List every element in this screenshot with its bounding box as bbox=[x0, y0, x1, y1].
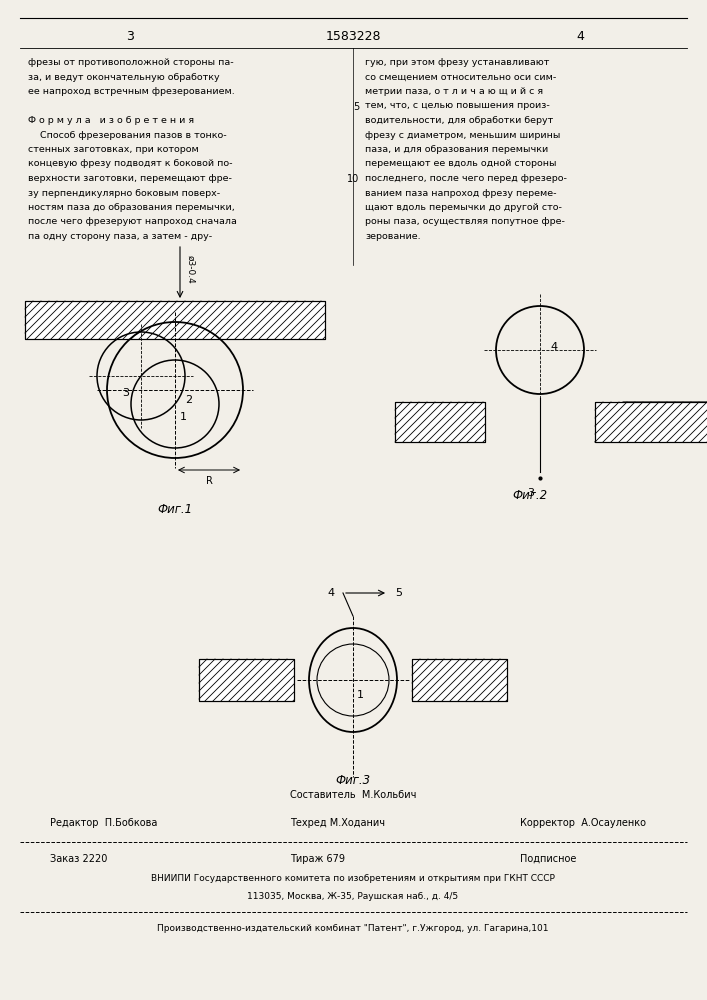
Text: верхности заготовки, перемещают фре-: верхности заготовки, перемещают фре- bbox=[28, 174, 232, 183]
Bar bbox=[199, 659, 294, 701]
Text: зерование.: зерование. bbox=[365, 232, 421, 241]
Text: Ф о р м у л а   и з о б р е т е н и я: Ф о р м у л а и з о б р е т е н и я bbox=[28, 116, 194, 125]
Bar bbox=[412, 659, 507, 701]
Bar bbox=[595, 402, 707, 442]
Text: 3: 3 bbox=[126, 30, 134, 43]
Bar bbox=[395, 402, 485, 442]
Text: Заказ 2220: Заказ 2220 bbox=[50, 854, 107, 864]
Text: роны паза, осуществляя попутное фре-: роны паза, осуществляя попутное фре- bbox=[365, 218, 565, 227]
Bar bbox=[412, 659, 507, 701]
Text: за, и ведут окончательную обработку: за, и ведут окончательную обработку bbox=[28, 73, 220, 82]
Text: метрии паза, о т л и ч а ю щ и й с я: метрии паза, о т л и ч а ю щ и й с я bbox=[365, 87, 543, 96]
Text: 113035, Москва, Ж-35, Раушская наб., д. 4/5: 113035, Москва, Ж-35, Раушская наб., д. … bbox=[247, 892, 459, 901]
Text: R: R bbox=[206, 476, 212, 486]
Text: 1583228: 1583228 bbox=[325, 30, 381, 43]
Bar bbox=[595, 402, 707, 442]
Text: 1: 1 bbox=[357, 690, 364, 700]
Text: зу перпендикулярно боковым поверх-: зу перпендикулярно боковым поверх- bbox=[28, 188, 220, 198]
Text: паза, и для образования перемычки: паза, и для образования перемычки bbox=[365, 145, 548, 154]
Text: фрезу с диаметром, меньшим ширины: фрезу с диаметром, меньшим ширины bbox=[365, 130, 561, 139]
Text: па одну сторону паза, а затем - дру-: па одну сторону паза, а затем - дру- bbox=[28, 232, 212, 241]
Text: Тираж 679: Тираж 679 bbox=[290, 854, 345, 864]
Text: Фиг.2: Фиг.2 bbox=[513, 489, 547, 502]
Text: фрезы от противоположной стороны па-: фрезы от противоположной стороны па- bbox=[28, 58, 233, 67]
Text: после чего фрезеруют напроход сначала: после чего фрезеруют напроход сначала bbox=[28, 218, 237, 227]
Text: 4: 4 bbox=[328, 588, 335, 598]
Text: 5: 5 bbox=[353, 102, 359, 111]
Text: 3: 3 bbox=[527, 488, 534, 498]
Text: Составитель  М.Кольбич: Составитель М.Кольбич bbox=[290, 790, 416, 800]
Text: ванием паза напроход фрезу переме-: ванием паза напроход фрезу переме- bbox=[365, 188, 556, 198]
Text: щают вдоль перемычки до другой сто-: щают вдоль перемычки до другой сто- bbox=[365, 203, 562, 212]
Text: Фиг.3: Фиг.3 bbox=[335, 774, 370, 787]
Text: последнего, после чего перед фрезеро-: последнего, после чего перед фрезеро- bbox=[365, 174, 567, 183]
Text: Редактор  П.Бобкова: Редактор П.Бобкова bbox=[50, 818, 158, 828]
Text: стенных заготовках, при котором: стенных заготовках, при котором bbox=[28, 145, 199, 154]
Text: ВНИИПИ Государственного комитета по изобретениям и открытиям при ГКНТ СССР: ВНИИПИ Государственного комитета по изоб… bbox=[151, 874, 555, 883]
Bar bbox=[25, 301, 325, 339]
Bar bbox=[395, 402, 485, 442]
Text: концевую фрезу подводят к боковой по-: концевую фрезу подводят к боковой по- bbox=[28, 159, 233, 168]
Text: гую, при этом фрезу устанавливают: гую, при этом фрезу устанавливают bbox=[365, 58, 549, 67]
Text: 10: 10 bbox=[347, 174, 359, 184]
Text: 1: 1 bbox=[180, 412, 187, 422]
Polygon shape bbox=[595, 402, 707, 442]
Text: 2: 2 bbox=[185, 395, 192, 405]
Text: водительности, для обработки берут: водительности, для обработки берут bbox=[365, 116, 554, 125]
Text: 5: 5 bbox=[395, 588, 402, 598]
Text: Корректор  А.Осауленко: Корректор А.Осауленко bbox=[520, 818, 646, 828]
Text: 4: 4 bbox=[550, 342, 557, 352]
Text: Способ фрезерования пазов в тонко-: Способ фрезерования пазов в тонко- bbox=[28, 130, 227, 139]
Text: Техред М.Ходанич: Техред М.Ходанич bbox=[290, 818, 385, 828]
Text: ø3-0.4: ø3-0.4 bbox=[186, 255, 195, 283]
Text: ее напроход встречным фрезерованием.: ее напроход встречным фрезерованием. bbox=[28, 87, 235, 96]
Text: 4: 4 bbox=[576, 30, 584, 43]
Text: со смещением относительно оси сим-: со смещением относительно оси сим- bbox=[365, 73, 556, 82]
Text: тем, что, с целью повышения произ-: тем, что, с целью повышения произ- bbox=[365, 102, 550, 110]
Text: Фиг.1: Фиг.1 bbox=[158, 503, 192, 516]
Text: перемещают ее вдоль одной стороны: перемещают ее вдоль одной стороны bbox=[365, 159, 556, 168]
Bar bbox=[199, 659, 294, 701]
Bar bbox=[25, 301, 325, 339]
Text: Подписное: Подписное bbox=[520, 854, 576, 864]
Text: ностям паза до образования перемычки,: ностям паза до образования перемычки, bbox=[28, 203, 235, 212]
Text: 3: 3 bbox=[122, 388, 129, 398]
Text: Производственно-издательский комбинат "Патент", г.Ужгород, ул. Гагарина,101: Производственно-издательский комбинат "П… bbox=[157, 924, 549, 933]
